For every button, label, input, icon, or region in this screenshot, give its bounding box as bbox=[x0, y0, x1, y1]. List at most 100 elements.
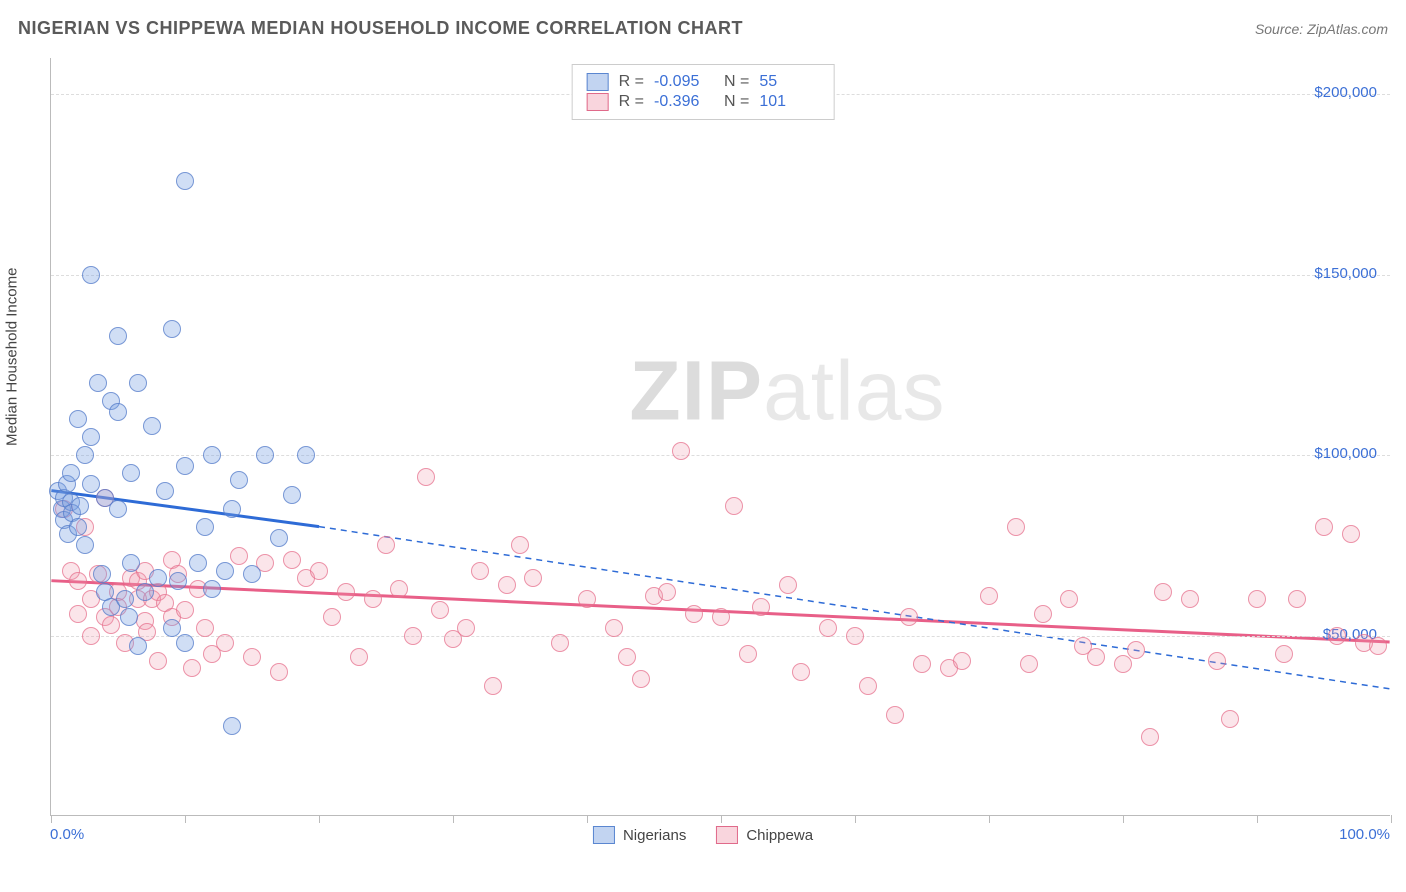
point-chippewa bbox=[1288, 590, 1306, 608]
point-chippewa bbox=[1114, 655, 1132, 673]
point-nigerians bbox=[176, 457, 194, 475]
point-nigerians bbox=[270, 529, 288, 547]
point-chippewa bbox=[283, 551, 301, 569]
point-nigerians bbox=[129, 637, 147, 655]
gridline bbox=[51, 455, 1390, 456]
legend-corr-row: R =-0.396N =101 bbox=[587, 93, 820, 111]
point-nigerians bbox=[71, 497, 89, 515]
point-chippewa bbox=[1141, 728, 1159, 746]
chart-title: NIGERIAN VS CHIPPEWA MEDIAN HOUSEHOLD IN… bbox=[18, 18, 743, 39]
point-chippewa bbox=[390, 580, 408, 598]
y-tick-label: $100,000 bbox=[1314, 445, 1377, 462]
point-chippewa bbox=[618, 648, 636, 666]
point-chippewa bbox=[102, 616, 120, 634]
point-nigerians bbox=[69, 518, 87, 536]
x-tick bbox=[1391, 815, 1392, 823]
point-nigerians bbox=[120, 608, 138, 626]
point-nigerians bbox=[109, 327, 127, 345]
point-nigerians bbox=[230, 471, 248, 489]
point-chippewa bbox=[270, 663, 288, 681]
n-value: 55 bbox=[759, 73, 819, 91]
point-nigerians bbox=[89, 374, 107, 392]
gridline bbox=[51, 636, 1390, 637]
series-legend: Nigerians Chippewa bbox=[593, 826, 813, 844]
point-chippewa bbox=[859, 677, 877, 695]
point-chippewa bbox=[417, 468, 435, 486]
point-nigerians bbox=[189, 554, 207, 572]
point-chippewa bbox=[310, 562, 328, 580]
point-nigerians bbox=[156, 482, 174, 500]
x-tick bbox=[319, 815, 320, 823]
point-chippewa bbox=[69, 572, 87, 590]
legend-item: Chippewa bbox=[716, 826, 813, 844]
point-nigerians bbox=[297, 446, 315, 464]
point-chippewa bbox=[176, 601, 194, 619]
y-axis-title: Median Household Income bbox=[4, 268, 21, 446]
point-chippewa bbox=[913, 655, 931, 673]
r-label: R = bbox=[619, 73, 644, 91]
legend-swatch bbox=[593, 826, 615, 844]
point-chippewa bbox=[551, 634, 569, 652]
point-chippewa bbox=[350, 648, 368, 666]
point-chippewa bbox=[1087, 648, 1105, 666]
point-nigerians bbox=[223, 500, 241, 518]
point-chippewa bbox=[1328, 627, 1346, 645]
point-nigerians bbox=[122, 464, 140, 482]
point-nigerians bbox=[62, 464, 80, 482]
point-chippewa bbox=[323, 608, 341, 626]
point-chippewa bbox=[953, 652, 971, 670]
point-nigerians bbox=[69, 410, 87, 428]
point-nigerians bbox=[76, 446, 94, 464]
y-tick-label: $200,000 bbox=[1314, 84, 1377, 101]
x-tick bbox=[855, 815, 856, 823]
point-chippewa bbox=[1034, 605, 1052, 623]
point-chippewa bbox=[69, 605, 87, 623]
n-label: N = bbox=[724, 73, 749, 91]
point-nigerians bbox=[136, 583, 154, 601]
point-nigerians bbox=[196, 518, 214, 536]
point-chippewa bbox=[471, 562, 489, 580]
point-chippewa bbox=[243, 648, 261, 666]
point-chippewa bbox=[846, 627, 864, 645]
source-label: Source: ZipAtlas.com bbox=[1255, 21, 1388, 37]
point-chippewa bbox=[1060, 590, 1078, 608]
point-chippewa bbox=[980, 587, 998, 605]
point-nigerians bbox=[176, 172, 194, 190]
point-chippewa bbox=[1007, 518, 1025, 536]
point-chippewa bbox=[900, 608, 918, 626]
point-nigerians bbox=[203, 580, 221, 598]
point-nigerians bbox=[82, 266, 100, 284]
point-nigerians bbox=[216, 562, 234, 580]
x-tick bbox=[1123, 815, 1124, 823]
point-chippewa bbox=[672, 442, 690, 460]
point-nigerians bbox=[122, 554, 140, 572]
point-nigerians bbox=[223, 717, 241, 735]
point-chippewa bbox=[739, 645, 757, 663]
legend-item: Nigerians bbox=[593, 826, 686, 844]
legend-swatch bbox=[716, 826, 738, 844]
point-chippewa bbox=[752, 598, 770, 616]
point-chippewa bbox=[1342, 525, 1360, 543]
x-axis-min-label: 0.0% bbox=[50, 826, 84, 843]
point-chippewa bbox=[605, 619, 623, 637]
point-chippewa bbox=[1127, 641, 1145, 659]
legend-corr-row: R =-0.095N =55 bbox=[587, 73, 820, 91]
legend-label: Nigerians bbox=[623, 827, 686, 844]
point-chippewa bbox=[149, 652, 167, 670]
point-nigerians bbox=[283, 486, 301, 504]
x-tick bbox=[51, 815, 52, 823]
point-nigerians bbox=[109, 500, 127, 518]
point-nigerians bbox=[109, 403, 127, 421]
point-chippewa bbox=[1221, 710, 1239, 728]
x-tick bbox=[453, 815, 454, 823]
legend-swatch bbox=[587, 73, 609, 91]
point-nigerians bbox=[76, 536, 94, 554]
point-chippewa bbox=[658, 583, 676, 601]
point-nigerians bbox=[116, 590, 134, 608]
point-chippewa bbox=[524, 569, 542, 587]
point-chippewa bbox=[685, 605, 703, 623]
point-chippewa bbox=[1248, 590, 1266, 608]
x-tick bbox=[185, 815, 186, 823]
point-chippewa bbox=[337, 583, 355, 601]
point-chippewa bbox=[196, 619, 214, 637]
